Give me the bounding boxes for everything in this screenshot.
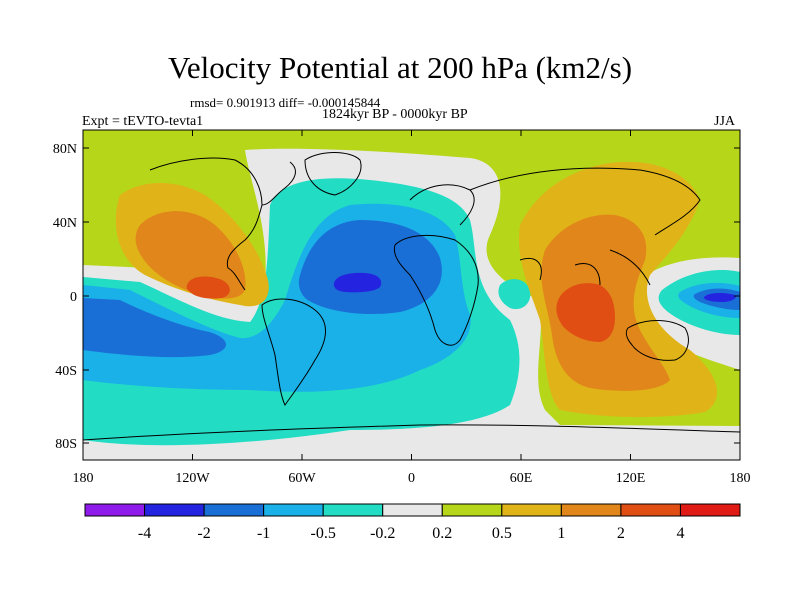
x-tick-label: 120E <box>616 471 646 486</box>
experiment-label: Expt = tEVTO-tevta1 <box>82 114 204 129</box>
contour-neg-2 <box>333 272 382 293</box>
x-tick-label: 180 <box>730 471 751 486</box>
y-tick-label: 40N <box>53 216 77 231</box>
colorbar-label: -2 <box>197 525 210 542</box>
colorbar-label: -4 <box>138 525 151 542</box>
y-tick-label: 40S <box>55 364 77 379</box>
colorbar-label: 2 <box>617 525 625 542</box>
colorbar-swatch <box>560 503 622 517</box>
colorbar-label: -1 <box>257 525 270 542</box>
colorbar-swatch <box>441 503 503 517</box>
y-tick-label: 0 <box>70 290 77 305</box>
x-tick-label: 180 <box>73 471 94 486</box>
x-tick-label: 60W <box>288 471 316 486</box>
contour-neg-1-atl <box>298 220 442 315</box>
colorbar-swatch <box>144 503 205 517</box>
contour-neg-1 <box>83 298 227 358</box>
x-axis: 180 120W 60W 0 60E 120E 180 <box>73 130 751 486</box>
contour-neg-0.2-indian <box>498 279 531 310</box>
diff-value: -0.000145844 <box>307 95 381 110</box>
colorbar-label: 0.2 <box>432 525 452 542</box>
period-label: 1824kyr BP - 0000kyr BP <box>322 107 468 122</box>
colorbar: -4 -2 -1 -0.5 -0.2 0.2 0.5 1 2 4 <box>84 503 741 542</box>
x-tick-label: 0 <box>408 471 415 486</box>
colorbar-label: -0.5 <box>311 525 336 542</box>
velocity-potential-field <box>83 130 740 460</box>
colorbar-label: 4 <box>676 525 684 542</box>
y-tick-label: 80S <box>55 437 77 452</box>
colorbar-swatch <box>322 503 384 517</box>
coastlines <box>83 152 740 441</box>
contour-neg-2-wpac <box>703 292 736 302</box>
contour-pos-2-pac <box>186 276 230 299</box>
colorbar-label: -0.2 <box>370 525 395 542</box>
colorbar-swatch <box>501 503 562 517</box>
x-tick-label: 120W <box>175 471 210 486</box>
colorbar-label: 1 <box>557 525 565 542</box>
colorbar-swatch <box>620 503 681 517</box>
x-tick-label: 60E <box>510 471 533 486</box>
rmsd-value: 0.901913 <box>226 95 276 110</box>
diff-label: diff= <box>278 95 305 110</box>
colorbar-swatch <box>382 503 443 517</box>
colorbar-swatch <box>263 503 324 517</box>
plot-title: Velocity Potential at 200 hPa (km2/s) <box>167 50 633 85</box>
colorbar-swatch <box>84 503 146 517</box>
stats-line: rmsd= 0.901913 diff= -0.000145844 <box>190 95 380 111</box>
rmsd-label: rmsd= <box>190 95 224 110</box>
colorbar-swatch <box>679 503 741 517</box>
colorbar-label: 0.5 <box>492 525 512 542</box>
colorbar-swatch <box>203 503 265 517</box>
y-tick-label: 80N <box>53 142 77 157</box>
contour-pos-1-pac <box>135 211 246 299</box>
contour-pos-2-asia <box>556 283 615 342</box>
y-axis: 80N 40N 0 40S 80S <box>53 142 740 452</box>
season-label: JJA <box>714 114 736 129</box>
